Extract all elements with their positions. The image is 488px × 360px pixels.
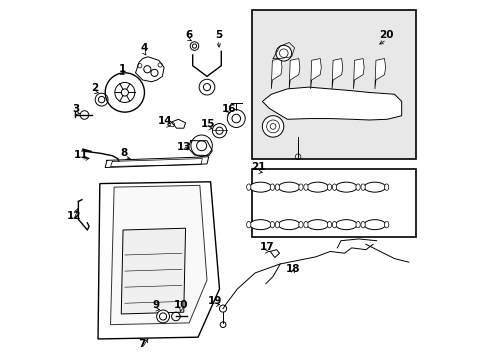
Circle shape bbox=[275, 45, 291, 61]
Ellipse shape bbox=[246, 221, 250, 228]
Text: 6: 6 bbox=[185, 30, 192, 40]
Ellipse shape bbox=[364, 182, 385, 192]
Text: 18: 18 bbox=[285, 264, 299, 274]
Text: 5: 5 bbox=[214, 30, 222, 40]
Polygon shape bbox=[331, 59, 342, 89]
Ellipse shape bbox=[335, 220, 356, 230]
Text: 9: 9 bbox=[152, 300, 159, 310]
Polygon shape bbox=[374, 59, 385, 89]
Ellipse shape bbox=[335, 182, 356, 192]
Text: 14: 14 bbox=[158, 116, 172, 126]
Text: 10: 10 bbox=[173, 300, 188, 310]
Ellipse shape bbox=[275, 184, 279, 190]
Text: 13: 13 bbox=[176, 142, 191, 152]
Ellipse shape bbox=[326, 221, 331, 228]
Ellipse shape bbox=[306, 220, 328, 230]
Polygon shape bbox=[110, 185, 206, 325]
Text: 3: 3 bbox=[72, 104, 80, 113]
Polygon shape bbox=[353, 59, 364, 89]
Text: 19: 19 bbox=[207, 296, 222, 306]
Text: 12: 12 bbox=[66, 211, 81, 221]
Ellipse shape bbox=[298, 221, 303, 228]
Ellipse shape bbox=[278, 220, 299, 230]
Circle shape bbox=[199, 79, 214, 95]
Text: 15: 15 bbox=[200, 119, 215, 129]
Text: 20: 20 bbox=[379, 30, 393, 40]
Ellipse shape bbox=[303, 221, 307, 228]
Ellipse shape bbox=[246, 184, 250, 190]
Text: 2: 2 bbox=[91, 83, 99, 93]
Polygon shape bbox=[262, 87, 401, 120]
Ellipse shape bbox=[384, 184, 388, 190]
Text: 8: 8 bbox=[120, 148, 127, 158]
Ellipse shape bbox=[332, 184, 336, 190]
Ellipse shape bbox=[270, 221, 274, 228]
Text: 4: 4 bbox=[140, 43, 147, 53]
Text: 11: 11 bbox=[74, 150, 88, 160]
Ellipse shape bbox=[306, 182, 328, 192]
Circle shape bbox=[262, 116, 283, 137]
Ellipse shape bbox=[249, 220, 271, 230]
Bar bbox=[251, 10, 415, 158]
Ellipse shape bbox=[298, 184, 303, 190]
Circle shape bbox=[156, 310, 169, 323]
Ellipse shape bbox=[270, 184, 274, 190]
Ellipse shape bbox=[249, 182, 271, 192]
Ellipse shape bbox=[332, 221, 336, 228]
Text: 7: 7 bbox=[138, 339, 145, 349]
Bar bbox=[251, 169, 415, 237]
Ellipse shape bbox=[326, 184, 331, 190]
Ellipse shape bbox=[355, 221, 360, 228]
Ellipse shape bbox=[278, 182, 299, 192]
Text: 1: 1 bbox=[119, 64, 126, 74]
Ellipse shape bbox=[303, 184, 307, 190]
Text: 17: 17 bbox=[259, 242, 273, 252]
Ellipse shape bbox=[360, 184, 365, 190]
Ellipse shape bbox=[275, 221, 279, 228]
Polygon shape bbox=[310, 59, 321, 89]
Text: 16: 16 bbox=[221, 104, 236, 113]
Polygon shape bbox=[271, 59, 282, 89]
Ellipse shape bbox=[360, 221, 365, 228]
Text: 21: 21 bbox=[250, 162, 265, 172]
Ellipse shape bbox=[384, 221, 388, 228]
Polygon shape bbox=[121, 228, 185, 314]
Ellipse shape bbox=[355, 184, 360, 190]
Polygon shape bbox=[288, 59, 299, 89]
Ellipse shape bbox=[364, 220, 385, 230]
